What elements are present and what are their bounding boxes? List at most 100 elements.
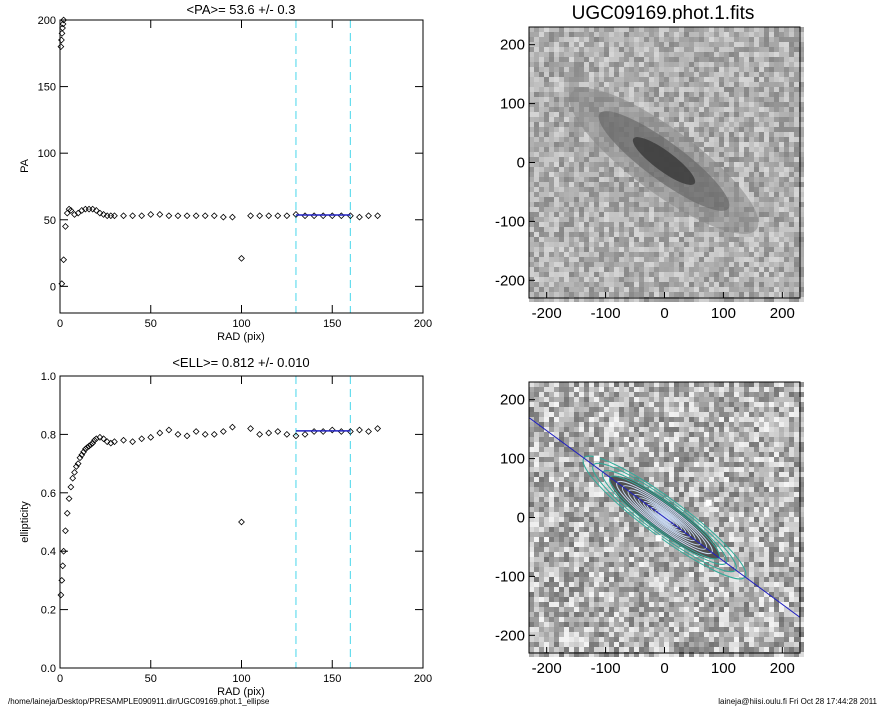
noise-pixel xyxy=(789,117,794,122)
noise-pixel xyxy=(579,502,584,507)
noise-pixel xyxy=(549,397,554,402)
noise-pixel xyxy=(799,487,804,492)
noise-pixel xyxy=(754,177,759,182)
noise-pixel xyxy=(634,277,639,282)
noise-pixel xyxy=(549,132,554,137)
noise-pixel xyxy=(574,297,579,302)
noise-pixel xyxy=(574,442,579,447)
noise-pixel xyxy=(739,492,744,497)
noise-pixel xyxy=(644,417,649,422)
noise-pixel xyxy=(709,512,714,517)
noise-pixel xyxy=(744,462,749,467)
noise-pixel xyxy=(579,297,584,302)
noise-pixel xyxy=(659,272,664,277)
noise-pixel xyxy=(669,297,674,302)
noise-pixel xyxy=(654,412,659,417)
noise-pixel xyxy=(749,247,754,252)
pa-point xyxy=(147,211,155,218)
noise-pixel xyxy=(584,292,589,297)
noise-pixel xyxy=(744,162,749,167)
noise-pixel xyxy=(639,522,644,527)
noise-pixel xyxy=(569,262,574,267)
noise-pixel xyxy=(719,287,724,292)
noise-pixel xyxy=(599,187,604,192)
noise-pixel xyxy=(664,437,669,442)
noise-pixel xyxy=(639,442,644,447)
noise-pixel xyxy=(684,67,689,72)
noise-pixel xyxy=(789,272,794,277)
noise-pixel xyxy=(529,442,534,447)
noise-pixel xyxy=(719,467,724,472)
pa-point xyxy=(67,207,75,214)
noise-pixel xyxy=(534,397,539,402)
noise-pixel xyxy=(794,412,799,417)
noise-pixel xyxy=(649,247,654,252)
noise-pixel xyxy=(689,452,694,457)
noise-pixel xyxy=(739,447,744,452)
noise-pixel xyxy=(694,472,699,477)
noise-pixel xyxy=(739,452,744,457)
noise-pixel xyxy=(769,387,774,392)
noise-pixel xyxy=(609,292,614,297)
ell-xlabel: RAD (pix) xyxy=(217,686,265,698)
noise-pixel xyxy=(714,292,719,297)
noise-pixel xyxy=(789,297,794,302)
noise-pixel xyxy=(689,412,694,417)
noise-pixel xyxy=(769,102,774,107)
noise-pixel xyxy=(744,517,749,522)
noise-pixel xyxy=(799,402,804,407)
noise-pixel xyxy=(624,512,629,517)
noise-pixel xyxy=(594,172,599,177)
noise-pixel xyxy=(549,242,554,247)
noise-pixel xyxy=(719,97,724,102)
noise-pixel xyxy=(539,292,544,297)
noise-pixel xyxy=(559,457,564,462)
noise-pixel xyxy=(609,422,614,427)
noise-pixel xyxy=(764,477,769,482)
noise-pixel xyxy=(604,387,609,392)
noise-pixel xyxy=(609,277,614,282)
noise-pixel xyxy=(779,177,784,182)
noise-pixel xyxy=(789,242,794,247)
noise-pixel xyxy=(534,282,539,287)
noise-pixel xyxy=(754,272,759,277)
noise-pixel xyxy=(794,252,799,257)
noise-pixel xyxy=(704,237,709,242)
noise-pixel xyxy=(639,532,644,537)
noise-pixel xyxy=(594,382,599,387)
noise-pixel xyxy=(779,137,784,142)
noise-pixel xyxy=(734,267,739,272)
noise-pixel xyxy=(749,437,754,442)
noise-pixel xyxy=(649,202,654,207)
noise-pixel xyxy=(724,107,729,112)
noise-pixel xyxy=(774,472,779,477)
noise-pixel xyxy=(634,532,639,537)
noise-pixel xyxy=(634,242,639,247)
noise-pixel xyxy=(654,197,659,202)
noise-pixel xyxy=(574,527,579,532)
noise-pixel xyxy=(734,447,739,452)
noise-pixel xyxy=(784,147,789,152)
noise-pixel xyxy=(554,227,559,232)
noise-pixel xyxy=(744,112,749,117)
noise-pixel xyxy=(589,447,594,452)
noise-pixel xyxy=(594,167,599,172)
noise-pixel xyxy=(659,112,664,117)
noise-pixel xyxy=(769,262,774,267)
noise-pixel xyxy=(679,412,684,417)
noise-pixel xyxy=(659,247,664,252)
noise-pixel xyxy=(639,217,644,222)
noise-pixel xyxy=(734,482,739,487)
noise-pixel xyxy=(529,182,534,187)
noise-pixel xyxy=(739,437,744,442)
noise-pixel xyxy=(784,497,789,502)
noise-pixel xyxy=(574,42,579,47)
noise-pixel xyxy=(559,62,564,67)
noise-pixel xyxy=(534,107,539,112)
noise-pixel xyxy=(734,132,739,137)
noise-pixel xyxy=(564,452,569,457)
noise-pixel xyxy=(624,387,629,392)
noise-pixel xyxy=(679,407,684,412)
noise-pixel xyxy=(749,177,754,182)
noise-pixel xyxy=(649,292,654,297)
